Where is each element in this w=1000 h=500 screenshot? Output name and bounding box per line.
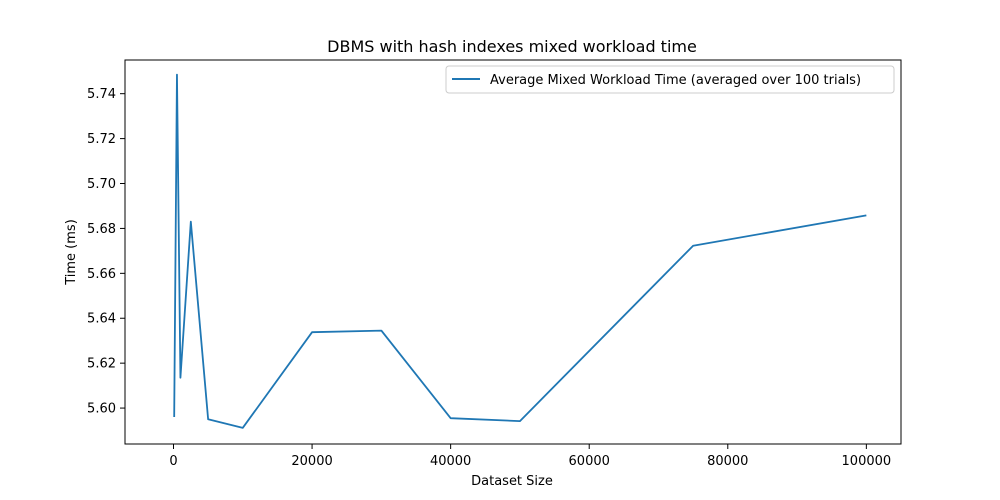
legend-label: Average Mixed Workload Time (averaged ov…: [490, 73, 861, 88]
y-tick-label: 5.60: [87, 402, 116, 417]
x-tick-label: 40000: [430, 454, 471, 469]
y-tick-label: 5.66: [87, 267, 116, 282]
y-tick-label: 5.70: [87, 177, 116, 192]
y-tick-label: 5.68: [87, 222, 116, 237]
x-tick-label: 60000: [569, 454, 610, 469]
y-tick-label: 5.62: [87, 357, 116, 372]
x-axis-label: Dataset Size: [471, 474, 553, 489]
y-tick-label: 5.74: [87, 87, 116, 102]
x-axis-ticks: 0 20000 40000 60000 80000 100000: [169, 444, 891, 469]
legend-box: [445, 65, 895, 94]
series-layer: [173, 73, 867, 429]
x-tick-label: 80000: [707, 454, 748, 469]
x-tick-label: 0: [169, 454, 177, 469]
legend: Average Mixed Workload Time (averaged ov…: [445, 65, 895, 94]
x-tick-label: 100000: [842, 454, 892, 469]
series-line-0: [173, 73, 867, 429]
y-tick-label: 5.64: [87, 312, 116, 327]
plot-frame: [124, 59, 902, 445]
y-axis-ticks: 5.60 5.62 5.64 5.66 5.68 5.70 5.72 5.74: [87, 87, 125, 417]
y-tick-label: 5.72: [87, 132, 116, 147]
chart-title: DBMS with hash indexes mixed workload ti…: [327, 37, 697, 56]
x-tick-label: 20000: [291, 454, 332, 469]
plot-area: [124, 59, 902, 445]
y-axis-label: Time (ms): [64, 219, 79, 286]
